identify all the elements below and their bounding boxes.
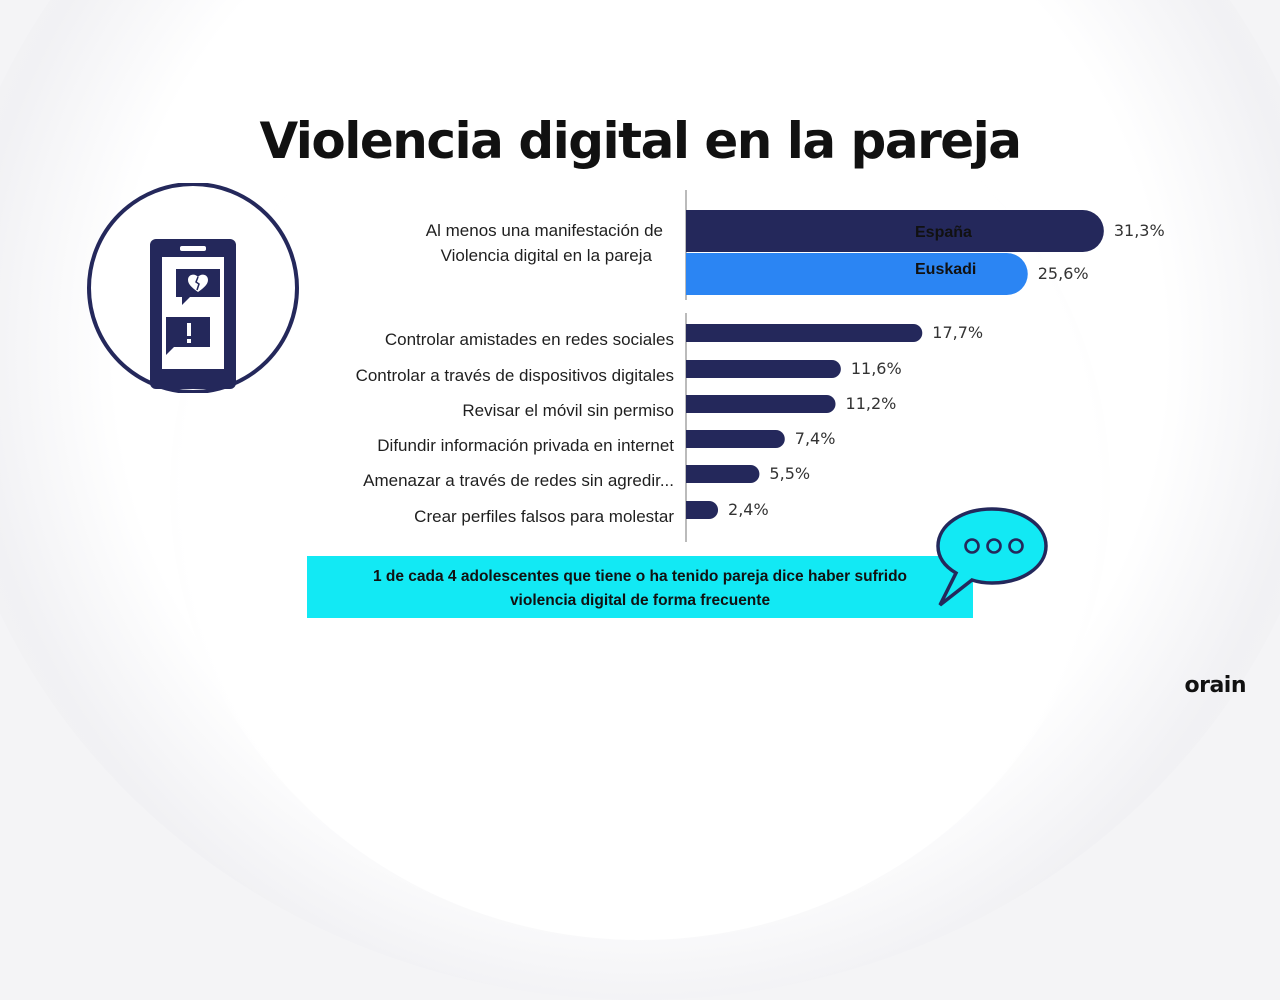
orain-logo: orain [1184,673,1246,698]
callout-line-2: violencia digital de forma frecuente [509,592,771,609]
value-label-category-1: 11,6% [851,359,902,378]
category-label-0: Controlar amistades en redes sociales [385,330,674,349]
value-label-category-5: 2,4% [728,500,769,519]
bar-category-0 [686,324,923,342]
value-label-category-2: 11,2% [846,394,897,413]
callout-line-1: 1 de cada 4 adolescentes que tiene o ha … [372,568,908,585]
slide-title: Violencia digital en la pareja [259,112,1022,170]
bar-category-3 [686,430,785,448]
value-label-total-1: 25,6% [1038,264,1089,283]
bar-category-1 [686,360,841,378]
legend-swatch-euskadi [887,259,905,277]
category-label-2: Revisar el móvil sin permiso [462,401,674,420]
value-label-category-4: 5,5% [769,464,810,483]
value-label-category-3: 7,4% [795,429,836,448]
legend-label-espana: España [915,224,972,241]
phone-broken-heart-alert-icon [87,183,299,393]
group-label-line1: Al menos una manifestación de [426,221,663,240]
violence-bar-chart: Al menos una manifestación de Violencia … [356,190,1165,542]
callout-banner: 1 de cada 4 adolescentes que tiene o ha … [307,556,973,618]
group-label-line2: Violencia digital en la pareja [441,246,653,265]
category-label-1: Controlar a través de dispositivos digit… [356,366,674,385]
category-label-3: Difundir información privada en internet [377,436,674,455]
bar-category-2 [686,395,836,413]
value-label-category-0: 17,7% [932,323,983,342]
legend-label-euskadi: Euskadi [915,261,976,278]
bar-category-5 [686,501,719,519]
bar-total-euskadi [686,253,1028,295]
bar-category-4 [686,465,760,483]
value-label-total-0: 31,3% [1114,221,1165,240]
category-label-5: Crear perfiles falsos para molestar [414,507,674,526]
category-label-4: Amenazar a través de redes sin agredir..… [363,471,674,490]
legend-swatch-espana [887,223,905,241]
speech-bubble-dots-icon [936,507,1048,607]
